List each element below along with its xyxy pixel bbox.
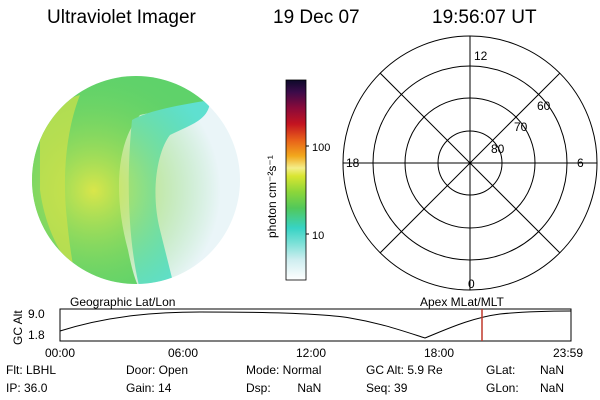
altitude-curve xyxy=(59,310,572,339)
mode-status: Mode: Normal xyxy=(246,363,321,377)
door-status: Door: Open xyxy=(126,363,188,377)
x-tick-label: 06:00 xyxy=(168,346,198,360)
orbit-plot-frame xyxy=(59,308,572,342)
colorbar-unit-label: photon cm⁻²s⁻¹ xyxy=(265,155,279,238)
colorbar xyxy=(285,79,307,281)
glon-value: NaN xyxy=(540,381,564,395)
ip-status: IP: 36.0 xyxy=(6,381,48,395)
x-tick-label: 18:00 xyxy=(424,346,454,360)
glat-value: NaN xyxy=(540,363,564,377)
x-tick-label: 12:00 xyxy=(296,346,326,360)
glon-label: GLon: xyxy=(486,381,519,395)
mlt-label-midnight: 0 xyxy=(468,277,475,291)
mlt-label-noon: 12 xyxy=(474,49,488,63)
y-axis-label: GC Alt xyxy=(11,310,25,345)
status-footer: Flt: LBHL IP: 36.0 Door: Open Gain: 14 M… xyxy=(6,363,564,395)
colorbar-tick-label: 10 xyxy=(312,230,324,242)
seq-status: Seq: 39 xyxy=(366,381,408,395)
polar-grid xyxy=(342,35,598,291)
y-tick-label: 1.8 xyxy=(28,328,45,342)
y-tick-label: 9.0 xyxy=(28,307,45,321)
x-tick-label: 23:59 xyxy=(553,346,583,360)
lat-label: 60 xyxy=(537,99,551,113)
mlt-label-dawn: 6 xyxy=(577,156,584,170)
glat-label: GLat: xyxy=(486,363,515,377)
colorbar-tick-label: 100 xyxy=(312,142,330,154)
auroral-image xyxy=(32,76,240,284)
gc-alt-status: GC Alt: 5.9 Re xyxy=(366,363,443,377)
x-tick-label: 00:00 xyxy=(45,346,75,360)
dsp-status: Dsp: NaN xyxy=(246,381,321,395)
instrument-title: Ultraviolet Imager xyxy=(47,7,196,28)
mlt-label-dusk: 18 xyxy=(346,156,360,170)
orbit-left-title: Geographic Lat/Lon xyxy=(70,295,175,309)
lat-label: 80 xyxy=(491,142,505,156)
lat-label: 70 xyxy=(514,120,528,134)
flt-status: Flt: LBHL xyxy=(6,363,56,377)
orbit-right-title: Apex MLat/MLT xyxy=(420,295,504,309)
gain-status: Gain: 14 xyxy=(126,381,172,395)
time-label: 19:56:07 UT xyxy=(432,7,537,28)
date-label: 19 Dec 07 xyxy=(273,7,360,28)
